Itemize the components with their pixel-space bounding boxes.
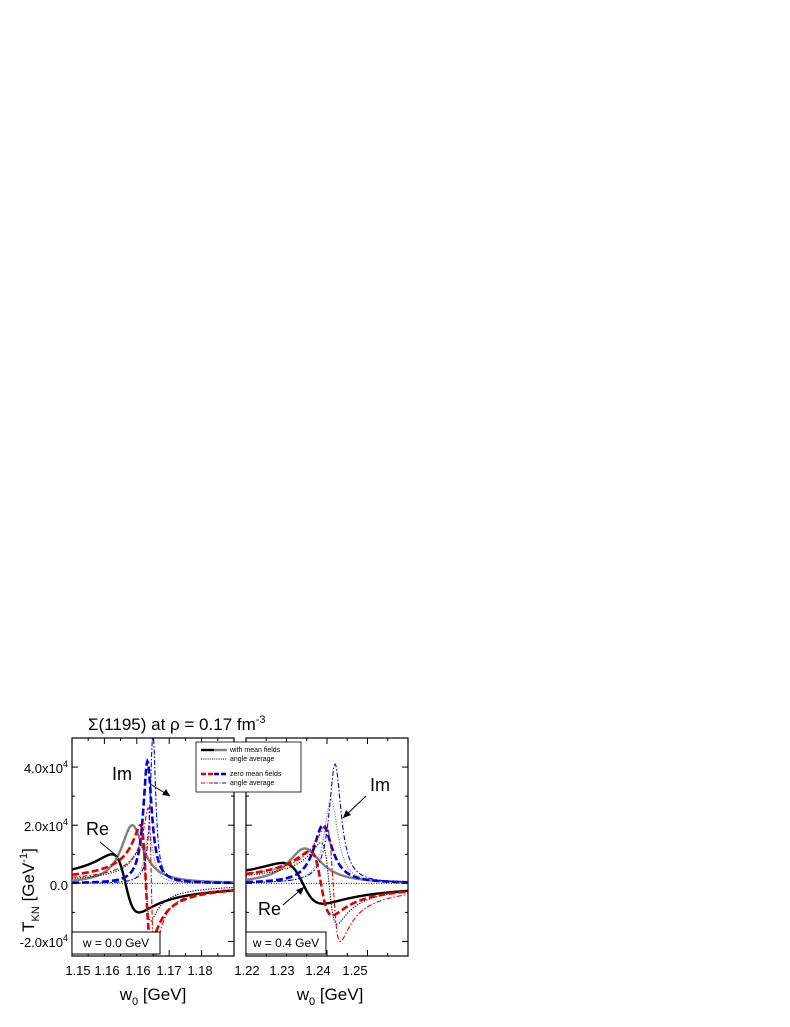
annotation-im-right: Im (370, 775, 390, 795)
annotation-re-right: Re (258, 899, 281, 919)
series-line-right-black-solid-re (246, 861, 408, 905)
series-line-right-blue-dashdot-im (246, 763, 408, 884)
series-line-right-gray-solid-im (246, 847, 408, 884)
x-tick-label: 1.16 (125, 963, 150, 978)
panel-right-curves (246, 763, 408, 942)
annotation-arrowhead (343, 810, 351, 818)
legend-label: zero mean fields (230, 771, 282, 778)
series-line-right-red-dash-re (246, 850, 408, 917)
series-line-left-black-solid-re (72, 853, 234, 914)
legend-label: with mean fields (229, 747, 281, 754)
y-tick-label: 0.0 (50, 878, 68, 893)
y-tick-label: -2.0x104 (20, 933, 68, 950)
x-tick-label: 1.24 (305, 963, 330, 978)
x-tick-label: 1.18 (187, 963, 212, 978)
x-axis-label-right: w0 [GeV] (296, 985, 364, 1008)
x-tick-label: 1.23 (269, 963, 294, 978)
annotation-arrowhead (162, 789, 170, 796)
annotation-im-left: Im (112, 764, 132, 784)
x-tick-label: 1.15 (65, 963, 90, 978)
x-tick-label: 1.22 (234, 963, 259, 978)
series-line-left-blue-dashdot-im (72, 738, 234, 884)
y-tick-label: 2.0x104 (24, 817, 68, 834)
x-tick-label: 1.17 (156, 963, 181, 978)
legend-label: angle average (230, 756, 274, 763)
y-tick-label: 4.0x104 (24, 759, 68, 776)
annotation-arrowhead (296, 887, 304, 895)
annotation-arrow (99, 841, 119, 858)
x-tick-label: 1.25 (342, 963, 367, 978)
panel-left-box-label: w = 0.0 GeV (82, 936, 149, 950)
series-line-left-black-dotted-re (72, 844, 234, 922)
x-tick-label: 1.16 (94, 963, 119, 978)
panel-right-box (245, 931, 327, 955)
series-line-right-blue-dash-im (246, 823, 408, 884)
y-axis-label: TKN [GeV-1] (18, 848, 42, 932)
panel-left-box (71, 931, 161, 955)
legend-label: angle average (230, 780, 274, 787)
annotation-re-left: Re (86, 819, 109, 839)
chart-title: Σ(1195) at ρ = 0.17 fm-3 (88, 714, 266, 734)
panel-right-box-label: w = 0.4 GeV (252, 936, 319, 950)
series-line-right-red-dashdot-re (246, 824, 408, 942)
x-axis-label-left: w0 [GeV] (119, 985, 187, 1008)
